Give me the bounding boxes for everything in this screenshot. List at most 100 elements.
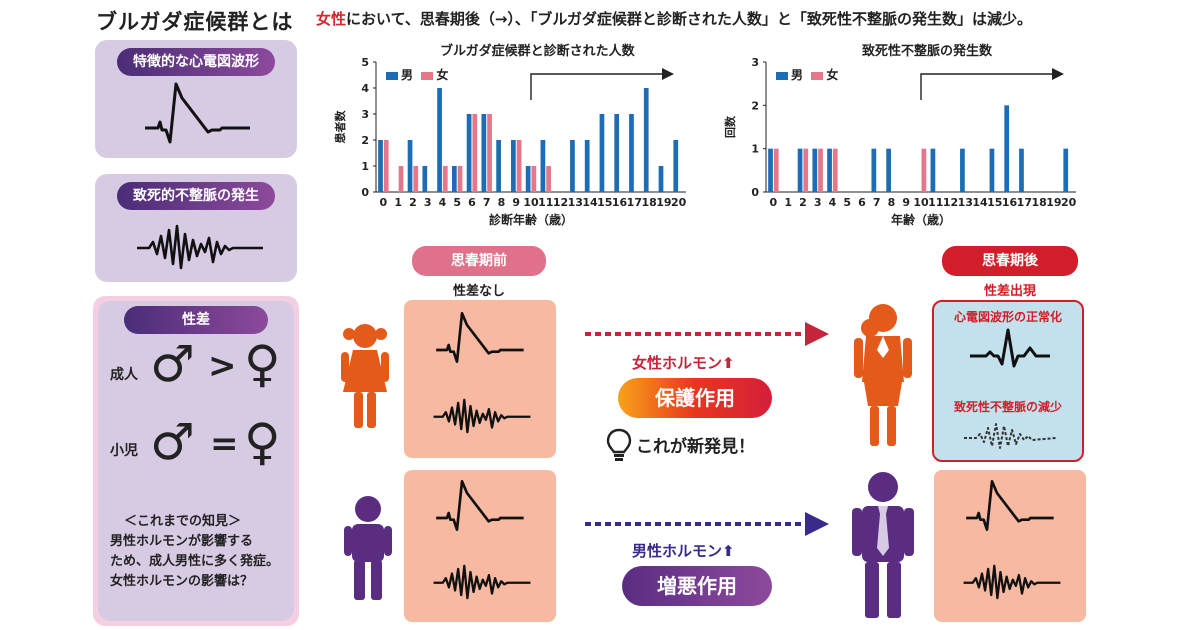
chart1-x-tick: 11 — [538, 196, 553, 209]
chart2-x-tick: 7 — [873, 196, 881, 209]
chart1-bar-male — [658, 166, 664, 192]
chart2-x-tick: 15 — [987, 196, 1002, 209]
chart1-x-tick: 14 — [582, 196, 598, 209]
brugada-ecg-icon — [145, 82, 250, 144]
child-relation: = — [210, 424, 239, 464]
chart1-bar-female — [457, 166, 463, 192]
ecg-panel: 特徴的な心電図波形 — [95, 40, 297, 158]
chart1-bar-female — [398, 166, 404, 192]
chart2-x-tick: 13 — [958, 196, 973, 209]
chart1-bar-female — [516, 140, 522, 192]
sex-difference-panel: 性差 — [98, 301, 294, 621]
chart2-bar-male — [1019, 148, 1024, 192]
chart2-y-tick: 0 — [751, 186, 759, 199]
chart2-y-tick: 2 — [751, 99, 759, 112]
chart1-bar-female — [487, 114, 492, 192]
difference-appears-label: 性差出現 — [983, 284, 1036, 299]
before-puberty-badge: 思春期前 — [412, 246, 546, 276]
after-puberty-badge: 思春期後 — [942, 246, 1078, 276]
chart2-legend-male: 男 — [791, 68, 804, 82]
chart1-x-tick: 12 — [553, 196, 568, 209]
protective-effect-badge: 保護作用 — [618, 378, 772, 418]
headline-rest: において、思春期後（→）、「ブルガダ症候群と診断された人数」と「致死性不整脈の発… — [346, 10, 1032, 28]
chart2-y-tick: 1 — [751, 143, 759, 156]
chart1-bar-male — [643, 88, 649, 192]
knowledge-line-3: 女性ホルモンの影響は？ — [110, 574, 254, 589]
before-male-vf-icon — [433, 564, 531, 600]
chart2-bar-male — [1063, 148, 1069, 192]
female-arrow-icon — [585, 322, 829, 346]
new-discovery-label: これが新発見！ — [636, 437, 755, 457]
after-female-card — [932, 300, 1084, 462]
chart1-bar-female — [546, 166, 551, 192]
chart1-bar-male — [466, 114, 472, 192]
chart1-y-tick: 0 — [361, 186, 369, 199]
female-hormone-label: 女性ホルモン⬆ — [632, 354, 735, 372]
chart2-legend-female: 女 — [826, 68, 839, 82]
chart2-bar-male — [871, 148, 877, 192]
arrhythmia-panel-title: 致死的不整脈の発生 — [117, 182, 275, 210]
chart1-x-tick: 10 — [523, 196, 539, 209]
chart1-x-tick: 20 — [671, 196, 687, 209]
chart1-puberty-arrowhead — [662, 68, 674, 80]
chart2-legend-female-swatch — [811, 71, 824, 80]
chart2-x-tick: 17 — [1017, 196, 1032, 209]
chart2-bar-male — [797, 148, 803, 192]
chart1-x-tick: 0 — [380, 196, 388, 209]
adult-female-icon: ♀ — [244, 335, 281, 393]
chart2-x-tick: 12 — [943, 196, 958, 209]
chart2-bar-male — [827, 148, 832, 192]
chart1-bar-male — [599, 114, 605, 192]
child-female-icon: ♀ — [244, 413, 281, 471]
chart1-bar-female — [531, 166, 537, 192]
chart1-y-tick: 4 — [361, 82, 369, 95]
chart2-x-tick: 18 — [1031, 196, 1046, 209]
chart2-x-tick: 6 — [858, 196, 866, 209]
chart1-legend: 男 女 — [386, 66, 448, 83]
man-icon — [852, 472, 914, 618]
chart2-x-tick: 19 — [1046, 196, 1061, 209]
chart2-bar-female — [818, 148, 823, 192]
reduced-vf-icon — [964, 423, 1057, 449]
adult-relation: > — [208, 346, 237, 386]
headline: 女性において、思春期後（→）、「ブルガダ症候群と診断された人数」と「致死性不整脈… — [316, 8, 1032, 29]
chart1-y-tick: 1 — [361, 160, 369, 173]
chart1-bar-male — [451, 166, 457, 192]
chart1-bar-female — [472, 114, 478, 192]
page-title: ブルガダ症候群とは — [96, 10, 294, 34]
chart2-x-tick: 5 — [843, 196, 851, 209]
chart1-legend-female-swatch — [421, 71, 434, 80]
chart2-x-tick: 0 — [770, 196, 778, 209]
after-male-card — [934, 470, 1086, 622]
chart1-y-label: 患者数 — [333, 110, 347, 144]
chart2-bar-female — [832, 148, 838, 192]
before-male-ecg-icon — [436, 480, 524, 531]
chart2-legend: 男 女 — [776, 66, 838, 83]
before-female-ecg-icon — [436, 312, 524, 363]
chart2-x-label: 年齢（歳） — [891, 212, 951, 227]
chart1-x-tick: 19 — [656, 196, 671, 209]
chart1-x-tick: 9 — [512, 196, 520, 209]
chart1-x-tick: 18 — [641, 196, 656, 209]
chart1-x-tick: 5 — [453, 196, 461, 209]
chart1-bar-female — [442, 166, 448, 192]
chart1-y-tick: 3 — [361, 108, 369, 121]
child-male-icon: ♂ — [150, 413, 195, 471]
before-female-vf-icon — [433, 398, 531, 434]
boy-icon — [344, 496, 392, 600]
chart1-bar-male — [511, 140, 516, 192]
chart2-y-tick: 3 — [751, 56, 759, 69]
chart2-bar-male — [1004, 105, 1010, 192]
no-difference-label: 性差なし — [452, 284, 505, 299]
chart2-x-tick: 10 — [913, 196, 929, 209]
ecg-panel-title: 特徴的な心電図波形 — [117, 48, 275, 76]
headline-female: 女性 — [316, 10, 347, 28]
normal-ecg-icon — [970, 328, 1050, 368]
chart1-bar-male — [422, 166, 428, 192]
adult-label: 成人 — [110, 367, 138, 383]
chart1-x-tick: 15 — [597, 196, 612, 209]
chart1-bar-male — [540, 140, 546, 192]
chart1-legend-male: 男 — [401, 68, 414, 82]
